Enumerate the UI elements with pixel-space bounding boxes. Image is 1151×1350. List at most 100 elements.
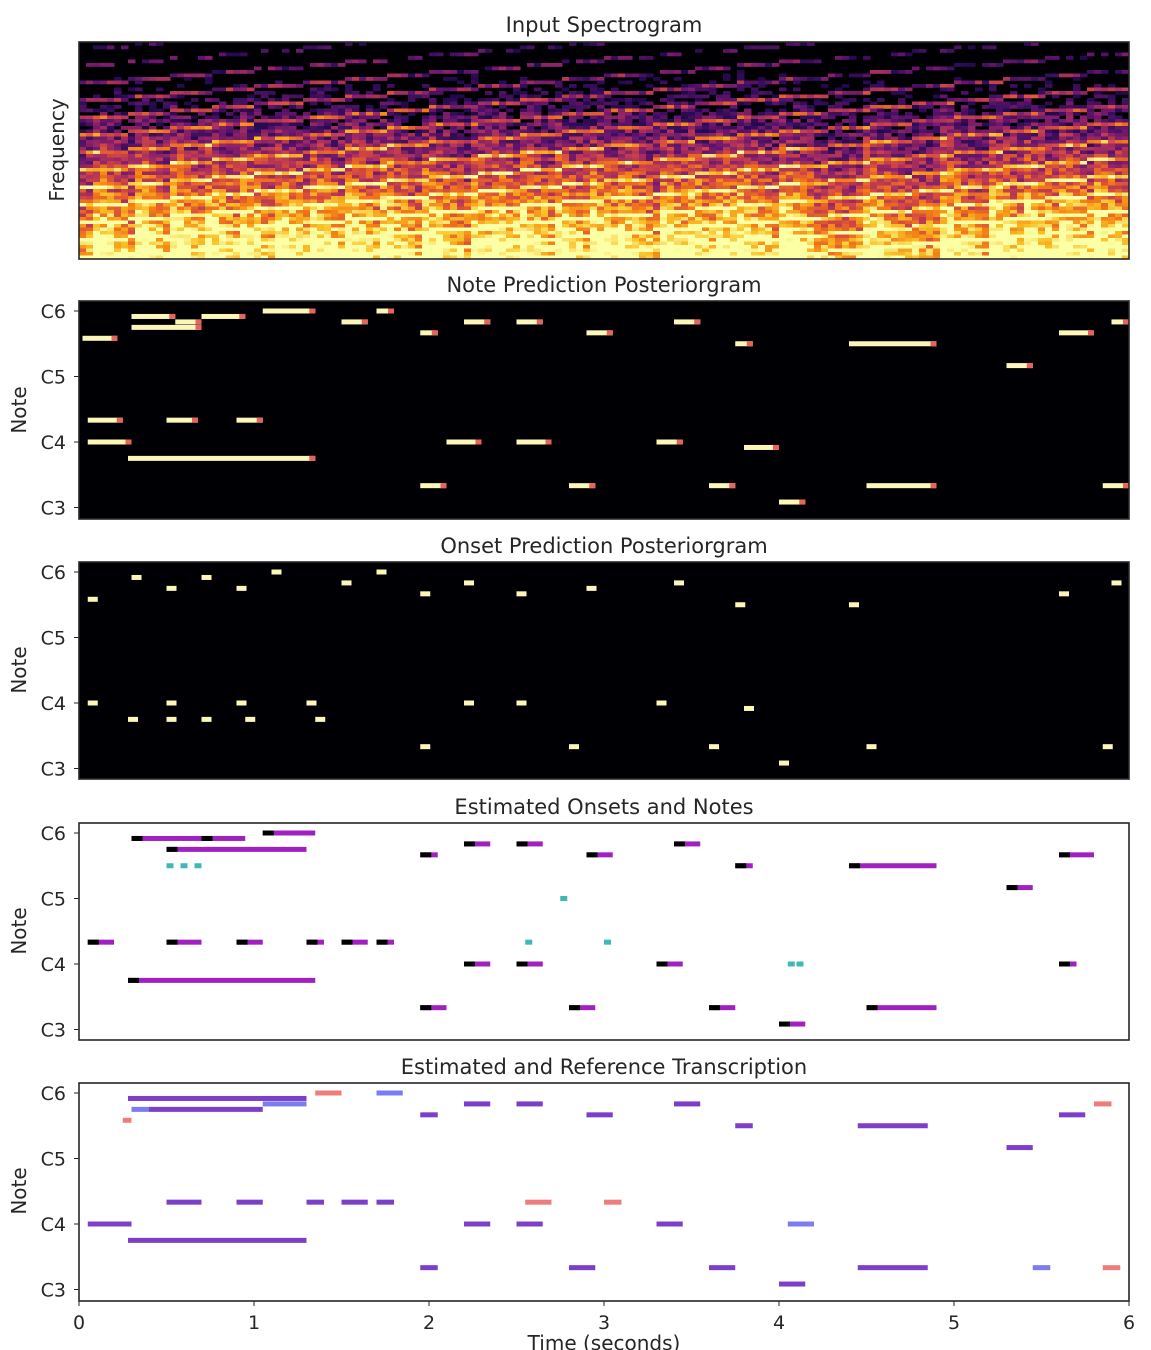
spectrogram-bin — [611, 203, 619, 207]
spectrogram-bin — [142, 189, 150, 193]
spectrogram-bin — [100, 126, 108, 130]
spectrogram-bin — [303, 154, 311, 158]
spectrogram-bin — [702, 115, 710, 120]
spectrogram-bin — [464, 203, 472, 207]
spectrogram-bin — [443, 199, 451, 204]
spectrogram-bin — [485, 115, 493, 120]
spectrogram-bin — [786, 224, 794, 228]
spectrogram-bin — [86, 206, 94, 211]
spectrogram-bin — [583, 248, 591, 253]
spectrogram-bin — [415, 203, 423, 207]
spectrogram-bin — [583, 126, 591, 130]
spectrogram-bin — [226, 189, 234, 193]
spectrogram-bin — [800, 154, 808, 158]
spectrogram-bin — [702, 154, 710, 158]
spectrogram-bin — [422, 220, 430, 225]
spectrogram-bin — [611, 161, 619, 165]
spectrogram-bin — [422, 234, 430, 239]
spectrogram-bin — [86, 147, 94, 151]
spectrogram-bin — [499, 115, 507, 120]
spectrogram-bin — [205, 252, 213, 256]
spectrogram-bin — [471, 248, 479, 253]
spectrogram-bin — [751, 133, 759, 137]
spectrogram-bin — [639, 248, 647, 253]
spectrogram-bin — [156, 203, 164, 207]
spectrogram-bin — [219, 133, 227, 137]
spectrogram-bin — [289, 224, 297, 228]
spectrogram-bin — [786, 94, 794, 99]
spectrogram-bin — [422, 157, 430, 162]
spectrogram-bin — [331, 224, 339, 228]
spectrogram-bin — [793, 143, 801, 148]
spectrogram-bin — [310, 126, 318, 130]
spectrogram-bin — [485, 119, 493, 123]
spectrogram-bin — [366, 91, 374, 95]
spectrogram-bin — [296, 49, 304, 53]
spectrogram-bin — [135, 108, 143, 113]
spectrogram-bin — [366, 248, 374, 253]
spectrogram-bin — [646, 224, 654, 228]
spectrogram-bin — [380, 77, 388, 81]
spectrogram-bin — [380, 178, 388, 183]
spectrogram-bin — [478, 210, 486, 214]
spectrogram-bin — [212, 98, 220, 102]
spectrogram-bin — [429, 203, 437, 207]
spectrogram-bin — [562, 178, 570, 183]
spectrogram-bin — [394, 252, 402, 256]
spectrogram-bin — [352, 94, 360, 99]
spectrogram-bin — [471, 52, 479, 57]
spectrogram-bin — [744, 80, 752, 85]
spectrogram-bin — [779, 220, 787, 225]
spectrogram-bin — [107, 185, 115, 190]
spectrogram-bin — [149, 238, 157, 242]
spectrogram-bin — [611, 168, 619, 172]
spectrogram-bin — [646, 133, 654, 137]
spectrogram-bin — [247, 154, 255, 158]
spectrogram-bin — [282, 122, 290, 127]
spectrogram-bin — [793, 59, 801, 64]
spectrogram-bin — [317, 164, 325, 169]
spectrogram-bin — [730, 196, 738, 200]
spectrogram-bin — [604, 168, 612, 172]
spectrogram-bin — [464, 164, 472, 169]
spectrogram-bin — [625, 143, 633, 148]
spectrogram-bin — [163, 213, 171, 218]
spectrogram-bin — [737, 164, 745, 169]
spectrogram-bin — [191, 178, 199, 183]
spectrogram-bin — [800, 161, 808, 165]
spectrogram-bin — [198, 196, 206, 200]
spectrogram-bin — [352, 241, 360, 246]
spectrogram-bin — [107, 157, 115, 162]
spectrogram-bin — [79, 196, 87, 200]
spectrogram-bin — [380, 231, 388, 235]
spectrogram-bin — [268, 140, 276, 144]
spectrogram-bin — [793, 119, 801, 123]
spectrogram-bin — [618, 56, 626, 60]
spectrogram-bin — [163, 112, 171, 116]
spectrogram-bin — [485, 196, 493, 200]
spectrogram-bin — [366, 206, 374, 211]
spectrogram-bin — [702, 108, 710, 113]
spectrogram-bin — [604, 171, 612, 176]
spectrogram-bin — [492, 126, 500, 130]
spectrogram-bin — [324, 147, 332, 151]
spectrogram-bin — [765, 238, 773, 242]
spectrogram-bin — [268, 206, 276, 211]
spectrogram-bin — [744, 63, 752, 67]
spectrogram-bin — [170, 192, 178, 197]
spectrogram-bin — [702, 171, 710, 176]
spectrogram-bin — [807, 133, 815, 137]
spectrogram-bin — [541, 129, 549, 134]
spectrogram-bin — [520, 217, 528, 221]
spectrogram-bin — [555, 192, 563, 197]
spectrogram-bin — [352, 227, 360, 232]
spectrogram-bin — [387, 196, 395, 200]
spectrogram-bin — [765, 255, 773, 259]
spectrogram-bin — [275, 164, 283, 169]
spectrogram-bin — [639, 217, 647, 221]
spectrogram-bin — [247, 108, 255, 113]
spectrogram-bin — [492, 182, 500, 186]
spectrogram-bin — [527, 178, 535, 183]
spectrogram-bin — [86, 213, 94, 218]
spectrogram-bin — [597, 185, 605, 190]
